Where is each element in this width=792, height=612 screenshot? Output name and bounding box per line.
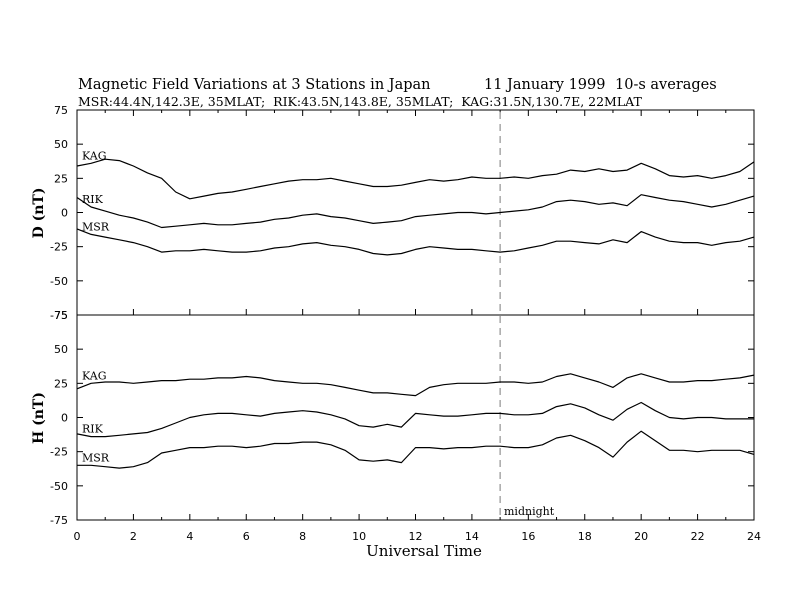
x-tick-label: 16 (521, 530, 535, 543)
series-label-kag: KAG (82, 369, 107, 382)
x-tick-label: 0 (74, 530, 81, 543)
y-tick-label: 25 (54, 172, 68, 185)
x-tick-label: 6 (243, 530, 250, 543)
y-tick-label: 50 (54, 138, 68, 151)
panel-h-ylabel: H (nT) (31, 392, 47, 444)
y-tick-label: -50 (50, 480, 68, 493)
panel-d-ylabel: D (nT) (31, 188, 47, 239)
series-label-kag: KAG (82, 149, 107, 162)
series-line-msr (77, 430, 755, 469)
series-line-msr (76, 228, 755, 256)
x-tick-label: 24 (747, 530, 761, 543)
series-line-kag (76, 158, 755, 200)
panel-frame-d (76, 109, 755, 316)
midnight-label: midnight (504, 505, 555, 518)
series-label-rik: RIK (82, 423, 104, 436)
series-layer: KAG RIK MSR KAG RIK MSR (76, 149, 755, 469)
y-tick-label: 0 (61, 412, 68, 425)
series-line-rik (76, 401, 754, 438)
chart-title: Magnetic Field Variations at 3 Stations … (78, 77, 431, 93)
x-tick-label: 12 (409, 530, 423, 543)
chart-date: 11 January 1999 (484, 77, 605, 93)
x-tick-label: 20 (634, 530, 648, 543)
series-label-msr: MSR (82, 451, 110, 464)
x-tick-label: 8 (299, 530, 306, 543)
ticks-layer: 0 2 4 6 8 10 12 14 16 18 20 22 24-75-50-250255075-75… (50, 104, 761, 543)
y-tick-label: -25 (50, 241, 68, 254)
series-line-rik (76, 194, 755, 229)
y-tick-label: 75 (54, 104, 68, 117)
y-tick-label: -75 (50, 514, 68, 527)
series-label-rik: RIK (82, 193, 104, 206)
panel-frame-h (76, 314, 755, 521)
series-label-msr: MSR (82, 220, 110, 233)
x-tick-label: 22 (691, 530, 705, 543)
chart-subtitle: MSR:44.4N,142.3E, 35MLAT; RIK:43.5N,143.… (78, 94, 642, 109)
x-tick-label: 2 (130, 530, 137, 543)
x-tick-label: 14 (465, 530, 479, 543)
series-line-kag (76, 373, 755, 397)
y-tick-label: 75 (54, 309, 68, 322)
y-tick-label: -75 (50, 309, 68, 322)
y-tick-label: 25 (54, 377, 68, 390)
y-tick-label: -25 (50, 446, 68, 459)
chart-averaging: 10-s averages (615, 77, 717, 93)
x-axis-label: Universal Time (366, 542, 482, 560)
y-tick-label: 50 (54, 343, 68, 356)
x-tick-label: 18 (578, 530, 592, 543)
y-tick-label: -50 (50, 275, 68, 288)
y-tick-label: 0 (61, 207, 68, 220)
x-tick-label: 4 (186, 530, 193, 543)
x-tick-label: 10 (352, 530, 366, 543)
